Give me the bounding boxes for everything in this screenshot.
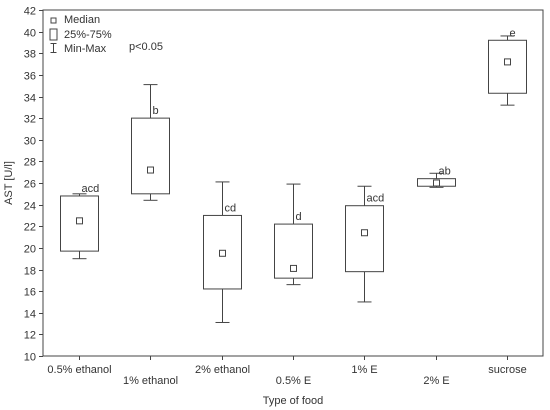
y-tick-label: 18 — [24, 266, 36, 278]
median-legend-icon — [50, 17, 57, 24]
y-tick-label: 20 — [24, 244, 36, 256]
iqr-box — [488, 39, 527, 94]
plot-area — [42, 9, 544, 357]
y-tick-label: 38 — [24, 49, 36, 61]
median-marker — [504, 58, 511, 66]
y-tick-label: 42 — [24, 6, 36, 18]
y-axis: 10 12 14 16 18 20 22 24 26 28 30 32 34 36 38 40 42 — [24, 6, 43, 364]
box-group: b — [131, 84, 170, 201]
x-tick-label: 0.5% ethanol — [47, 364, 111, 376]
median-marker — [433, 179, 440, 187]
box-group: ab — [417, 166, 456, 188]
p-value-annotation: p<0.05 — [129, 41, 163, 53]
x-tick-label: sucrose — [488, 364, 527, 376]
significance-letters: acd — [367, 193, 385, 205]
y-tick-label: 30 — [24, 136, 36, 148]
y-axis-label: AST [U/l] — [3, 161, 15, 205]
whisker-legend-icon — [50, 43, 57, 53]
box-group: acd — [345, 185, 385, 303]
x-tick-label: 0.5% E — [276, 375, 311, 387]
y-tick-label: 28 — [24, 157, 36, 169]
iqr-box — [345, 205, 384, 273]
legend-median-label: Median — [64, 14, 100, 26]
y-tick-label: 24 — [24, 201, 36, 213]
x-tick-label: 1% ethanol — [123, 375, 178, 387]
median-marker — [290, 264, 297, 272]
significance-letters: e — [510, 27, 516, 39]
significance-letters: ab — [439, 166, 451, 178]
legend-box-label: 25%-75% — [64, 29, 112, 41]
y-tick-label: 14 — [24, 309, 36, 321]
boxes-layer: acd b cd d acd ab e — [60, 27, 527, 323]
y-tick-label: 26 — [24, 179, 36, 191]
legend-minmax-label: Min-Max — [64, 43, 107, 55]
significance-letters: d — [296, 211, 302, 223]
median-marker — [361, 229, 368, 237]
box-group: cd — [203, 181, 242, 323]
x-axis-label: Type of food — [263, 395, 324, 407]
median-marker — [147, 166, 154, 174]
median-marker — [76, 217, 83, 225]
x-tick-label: 2% E — [423, 375, 449, 387]
box-group: d — [274, 183, 313, 286]
median-marker — [219, 249, 226, 257]
y-tick-label: 10 — [24, 352, 36, 364]
legend: Median 25%-75% Min-Max — [49, 14, 112, 55]
y-tick-label: 32 — [24, 114, 36, 126]
x-axis: 0.5% ethanol 1% ethanol 2% ethanol 0.5% E 1%… — [47, 356, 527, 387]
y-tick-label: 34 — [24, 93, 36, 105]
iqr-box — [131, 117, 170, 195]
box-group: e — [488, 27, 527, 106]
y-tick-label: 12 — [24, 330, 36, 342]
y-tick-label: 36 — [24, 71, 36, 83]
significance-letters: acd — [82, 183, 100, 195]
box-group: acd — [60, 183, 100, 260]
y-tick-label: 40 — [24, 28, 36, 40]
significance-letters: b — [153, 105, 159, 117]
x-tick-label: 2% ethanol — [195, 364, 250, 376]
y-tick-label: 22 — [24, 222, 36, 234]
x-tick-label: 1% E — [351, 364, 377, 376]
y-tick-label: 16 — [24, 287, 36, 299]
box-legend-icon — [49, 28, 58, 41]
significance-letters: cd — [225, 202, 237, 214]
